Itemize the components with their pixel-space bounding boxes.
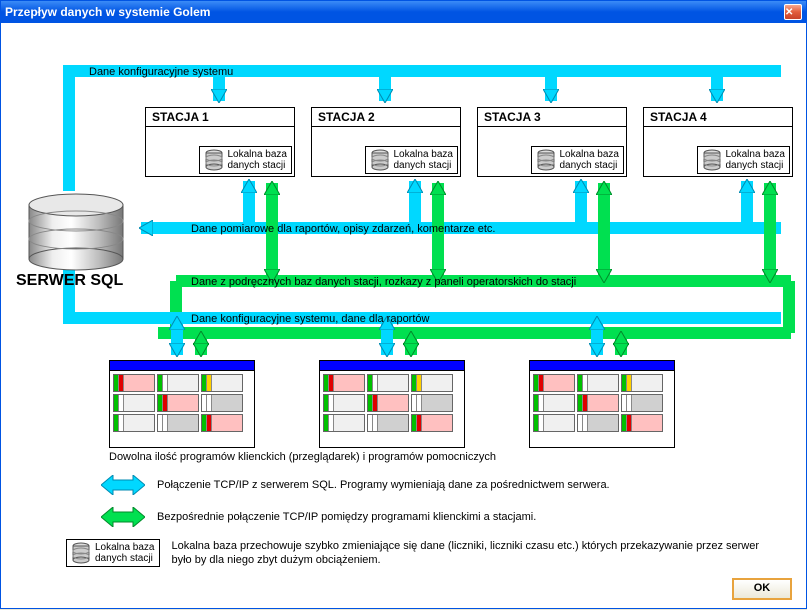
legend-text: Lokalna baza przechowuje szybko zmieniaj… — [172, 539, 772, 567]
station-title: STACJA 4 — [644, 108, 792, 127]
station-title: STACJA 1 — [146, 108, 294, 127]
local-db-box: Lokalna bazadanych stacji — [531, 146, 625, 174]
client-panel — [109, 360, 255, 448]
content-area: SERWER SQL STACJA 1 Lokalna bazadanych s… — [1, 23, 806, 608]
window-title: Przepływ danych w systemie Golem — [5, 5, 784, 19]
legend-text: Bezpośrednie połączenie TCP/IP pomiędzy … — [157, 510, 536, 524]
station-3: STACJA 3 Lokalna bazadanych stacji — [477, 107, 627, 177]
db-label: Lokalna bazadanych stacji — [95, 542, 155, 564]
ok-button[interactable]: OK — [732, 578, 792, 600]
close-button[interactable]: ✕ — [784, 4, 802, 20]
station-title: STACJA 2 — [312, 108, 460, 127]
flow-handheld: Dane z podręcznych baz danych stacji, ro… — [191, 276, 576, 288]
close-icon: ✕ — [785, 7, 801, 18]
database-icon — [204, 149, 224, 171]
database-icon — [536, 149, 556, 171]
clients-caption: Dowolna ilość programów klienckich (prze… — [109, 451, 496, 463]
legend-db: Lokalna bazadanych stacji Lokalna baza p… — [66, 539, 772, 567]
flow-measure: Dane pomiarowe dla raportów, opisy zdarz… — [191, 223, 496, 235]
flow-config-top: Dane konfiguracyjne systemu — [89, 66, 233, 78]
database-icon — [370, 149, 390, 171]
diagram: SERWER SQL STACJA 1 Lokalna bazadanych s… — [1, 23, 806, 608]
legend-text: Połączenie TCP/IP z serwerem SQL. Progra… — [157, 478, 610, 492]
local-db-box: Lokalna bazadanych stacji — [365, 146, 459, 174]
local-db-box: Lokalna bazadanych stacji — [66, 539, 160, 567]
double-arrow-icon — [101, 507, 145, 527]
station-2: STACJA 2 Lokalna bazadanych stacji — [311, 107, 461, 177]
local-db-box: Lokalna bazadanych stacji — [697, 146, 791, 174]
station-4: STACJA 4 Lokalna bazadanych stacji — [643, 107, 793, 177]
double-arrow-icon — [101, 475, 145, 495]
station-title: STACJA 3 — [478, 108, 626, 127]
db-label: Lokalna bazadanych stacji — [726, 149, 786, 171]
legend-green: Bezpośrednie połączenie TCP/IP pomiędzy … — [101, 507, 536, 527]
database-icon — [71, 542, 91, 564]
server-label: SERWER SQL — [16, 272, 123, 290]
server-icon — [21, 191, 131, 271]
legend-cyan: Połączenie TCP/IP z serwerem SQL. Progra… — [101, 475, 610, 495]
database-icon — [702, 149, 722, 171]
client-panel — [319, 360, 465, 448]
db-label: Lokalna bazadanych stacji — [394, 149, 454, 171]
dialog-window: Przepływ danych w systemie Golem ✕ — [0, 0, 807, 609]
db-label: Lokalna bazadanych stacji — [560, 149, 620, 171]
db-label: Lokalna bazadanych stacji — [228, 149, 288, 171]
station-1: STACJA 1 Lokalna bazadanych stacji — [145, 107, 295, 177]
local-db-box: Lokalna bazadanych stacji — [199, 146, 293, 174]
flow-config-bottom: Dane konfiguracyjne systemu, dane dla ra… — [191, 313, 429, 325]
client-panel — [529, 360, 675, 448]
titlebar: Przepływ danych w systemie Golem ✕ — [1, 1, 806, 23]
